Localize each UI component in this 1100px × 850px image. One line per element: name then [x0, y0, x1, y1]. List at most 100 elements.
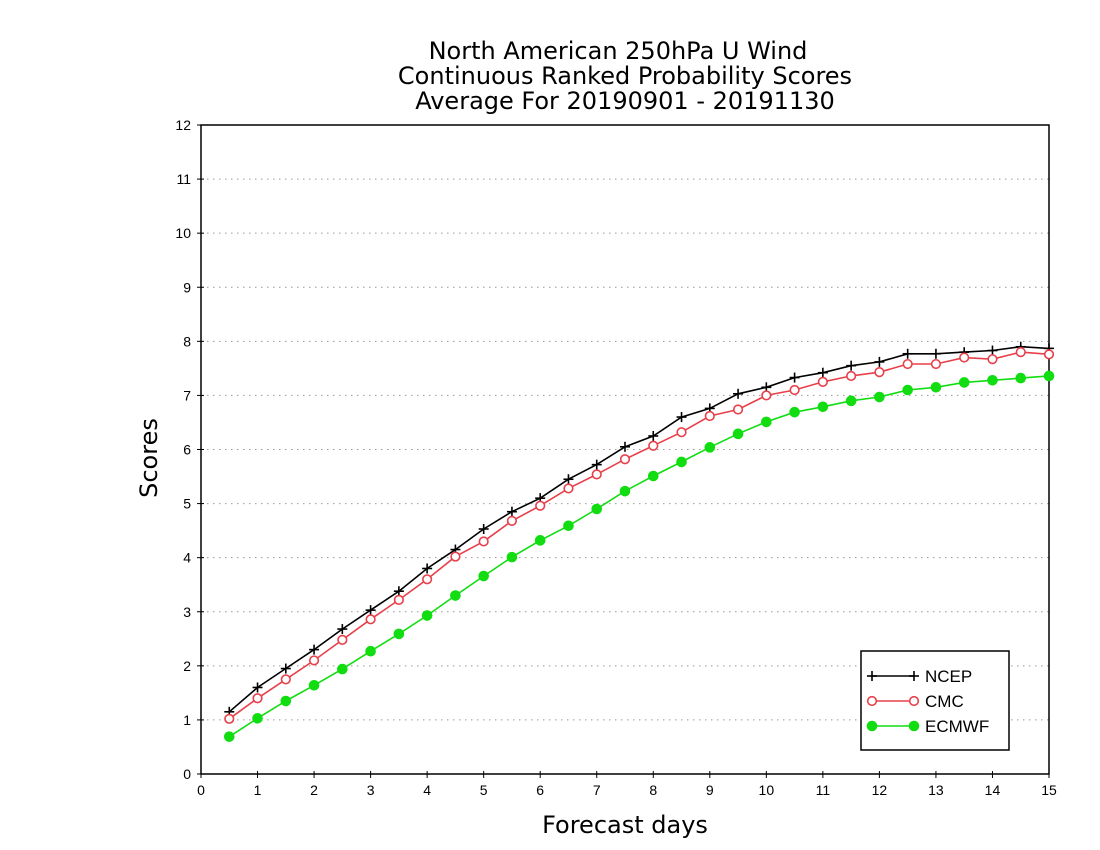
data-point-cmc-1 — [252, 693, 263, 704]
data-point-cmc-18 — [732, 404, 744, 415]
data-point-cmc-26 — [959, 352, 970, 363]
x-tick-label-2: 2 — [310, 782, 318, 798]
chart-title-line-1: North American 250hPa U Wind — [429, 37, 808, 65]
data-point-ecmwf-8 — [450, 590, 461, 601]
x-tick-label-7: 7 — [593, 782, 601, 798]
data-point-cmc-5 — [365, 614, 376, 625]
y-axis-label: Scores — [135, 418, 163, 498]
data-point-cmc-15 — [648, 440, 659, 451]
y-tick-label-0: 0 — [183, 766, 191, 782]
x-tick-label-0: 0 — [197, 782, 205, 798]
data-point-ecmwf-23 — [874, 391, 885, 403]
legend-label-cmc: CMC — [925, 692, 964, 711]
data-point-cmc-19 — [761, 390, 772, 401]
chart-title-line-3: Average For 20190901 - 20191130 — [415, 87, 835, 115]
y-tick-label-9: 9 — [183, 279, 191, 295]
legend-item-cmc: CMC — [866, 692, 964, 711]
x-tick-label-15: 15 — [1041, 782, 1057, 798]
data-point-ecmwf-11 — [534, 535, 546, 546]
x-tick-label-4: 4 — [423, 782, 431, 798]
data-point-ecmwf-22 — [845, 395, 857, 407]
series-ncep — [224, 341, 1054, 717]
data-point-ncep-22 — [846, 360, 857, 371]
data-point-cmc-10 — [506, 515, 518, 526]
data-point-cmc-16 — [676, 427, 687, 438]
data-point-cmc-4 — [337, 634, 348, 645]
data-point-ecmwf-12 — [563, 520, 574, 532]
data-point-ncep-25 — [930, 348, 941, 359]
data-point-ecmwf-19 — [761, 416, 772, 428]
data-point-ecmwf-21 — [817, 401, 829, 413]
data-point-ecmwf-24 — [902, 384, 913, 396]
data-point-ncep-13 — [591, 459, 602, 470]
data-point-cmc-7 — [422, 574, 433, 585]
legend-marker-left-ecmwf — [866, 720, 878, 732]
data-point-cmc-21 — [817, 376, 828, 387]
y-tick-label-4: 4 — [183, 550, 191, 566]
data-point-cmc-25 — [930, 358, 942, 370]
x-tick-label-12: 12 — [872, 782, 888, 798]
y-tick-label-2: 2 — [183, 658, 191, 674]
data-point-cmc-9 — [478, 536, 489, 547]
y-tick-label-6: 6 — [183, 442, 191, 458]
data-point-ecmwf-17 — [704, 442, 716, 453]
data-point-cmc-2 — [280, 674, 291, 685]
data-point-ncep-18 — [733, 388, 744, 399]
data-point-ecmwf-1 — [252, 712, 263, 724]
data-point-ncep-24 — [902, 348, 913, 359]
y-tick-label-10: 10 — [175, 225, 191, 241]
data-point-ecmwf-18 — [732, 428, 744, 440]
data-point-cmc-23 — [874, 367, 885, 378]
series-lines — [223, 341, 1055, 742]
data-point-ecmwf-28 — [1015, 372, 1027, 384]
data-point-cmc-22 — [846, 370, 857, 382]
data-point-ecmwf-5 — [365, 645, 376, 657]
x-tick-label-5: 5 — [480, 782, 488, 798]
y-tick-label-5: 5 — [183, 496, 191, 512]
data-point-ecmwf-4 — [337, 663, 348, 675]
data-point-cmc-17 — [704, 410, 715, 422]
data-point-ncep-27 — [987, 345, 998, 356]
y-tick-label-11: 11 — [176, 171, 191, 187]
x-tick-label-10: 10 — [759, 782, 775, 798]
data-point-ncep-3 — [309, 644, 320, 655]
data-point-ecmwf-20 — [789, 406, 800, 418]
data-point-ecmwf-27 — [987, 374, 998, 386]
chart-title: North American 250hPa U Wind Continuous … — [398, 37, 852, 115]
data-point-cmc-3 — [308, 655, 320, 666]
y-tick-label-3: 3 — [183, 604, 191, 620]
data-point-cmc-8 — [450, 551, 461, 562]
data-point-ncep-23 — [874, 356, 885, 367]
data-point-ncep-16 — [676, 412, 687, 423]
data-point-ecmwf-3 — [308, 680, 320, 691]
legend-marker-right-ncep — [909, 671, 919, 681]
data-point-ecmwf-29 — [1043, 370, 1055, 382]
x-tick-label-1: 1 — [254, 782, 262, 798]
data-point-cmc-11 — [535, 500, 546, 511]
data-point-ecmwf-25 — [930, 382, 942, 393]
data-point-ecmwf-9 — [478, 570, 489, 582]
y-tick-label-12: 12 — [175, 117, 191, 133]
series-cmc — [224, 347, 1055, 724]
data-point-cmc-27 — [987, 354, 998, 365]
legend-marker-left-cmc — [866, 695, 878, 707]
data-point-ncep-20 — [789, 372, 800, 383]
data-point-ecmwf-10 — [506, 551, 518, 563]
data-point-ncep-7 — [422, 563, 433, 574]
data-point-ecmwf-14 — [619, 485, 631, 497]
data-point-ecmwf-2 — [280, 695, 292, 707]
x-axis-label: Forecast days — [542, 811, 708, 839]
series-ecmwf — [223, 370, 1055, 742]
chart-title-line-2: Continuous Ranked Probability Scores — [398, 62, 852, 90]
legend-item-ecmwf: ECMWF — [866, 717, 989, 736]
data-point-ncep-14 — [620, 441, 630, 452]
data-point-ncep-15 — [648, 430, 659, 441]
data-point-ncep-9 — [478, 524, 489, 535]
y-tick-label-1: 1 — [183, 712, 191, 728]
data-point-cmc-12 — [563, 483, 574, 494]
data-point-ecmwf-26 — [958, 377, 970, 388]
legend-label-ecmwf: ECMWF — [925, 717, 989, 736]
x-tick-label-6: 6 — [536, 782, 544, 798]
